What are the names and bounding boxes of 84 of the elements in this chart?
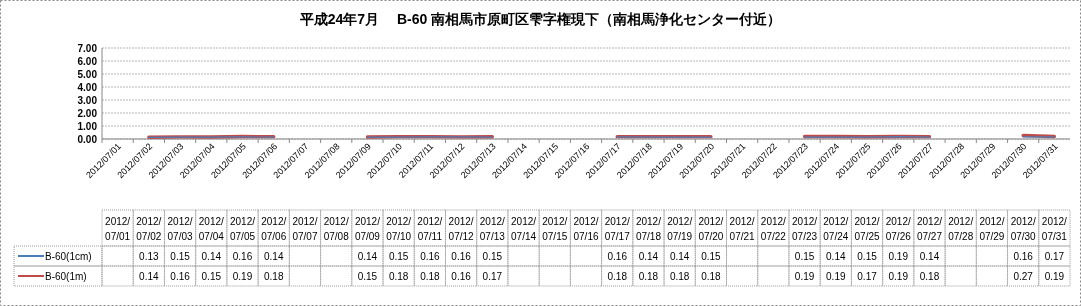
data-label: 0.14 (264, 250, 284, 262)
data-label: 0.18 (264, 270, 284, 282)
data-label: 0.15 (357, 270, 378, 282)
category-label: 2012/07/23 (792, 216, 818, 242)
data-label: 0.16 (451, 250, 472, 262)
category-label: 2012/07/03 (167, 216, 193, 242)
data-label: 0.15 (388, 250, 409, 262)
category-label: 2012/07/20 (698, 216, 724, 242)
y-tick-label: 5.00 (77, 68, 98, 80)
data-label: 0.19 (1044, 270, 1065, 282)
data-label: 0.15 (482, 250, 503, 262)
category-label: 2012/07/24 (823, 216, 849, 242)
category-label: 2012/07/26 (885, 216, 911, 242)
category-label: 2012/07/12 (448, 216, 474, 242)
data-label: 0.14 (638, 250, 659, 262)
category-label: 2012/07/05 (230, 216, 256, 242)
data-label: 0.19 (888, 250, 909, 262)
y-tick-label: 4.00 (77, 81, 98, 93)
data-label: 0.16 (607, 250, 628, 262)
data-label: 0.17 (1044, 250, 1065, 262)
data-label: 0.14 (919, 250, 940, 262)
category-label: 2012/07/19 (667, 216, 693, 242)
y-tick-label: 7.00 (77, 42, 98, 54)
y-tick-label: 1.00 (77, 120, 98, 132)
data-label: 0.16 (232, 250, 253, 262)
category-label: 2012/07/14 (511, 216, 537, 242)
data-label: 0.14 (357, 250, 378, 262)
data-label: 0.16 (1013, 250, 1034, 262)
data-label: 0.17 (857, 270, 878, 282)
data-label: 0.14 (201, 250, 222, 262)
category-label: 2012/07/07 (292, 216, 318, 242)
legend-label: B-60(1m) (45, 270, 87, 282)
data-label: 0.19 (826, 270, 846, 282)
category-label: 2012/07/25 (854, 216, 880, 242)
data-label: 0.18 (638, 270, 659, 282)
data-label: 0.16 (420, 250, 441, 262)
category-label: 2012/07/28 (948, 216, 974, 242)
category-label: 2012/07/30 (1010, 216, 1036, 242)
data-label: 0.14 (139, 270, 160, 282)
category-label: 2012/07/15 (542, 216, 568, 242)
data-label: 0.15 (201, 270, 222, 282)
data-label: 0.15 (857, 250, 878, 262)
category-label: 2012/07/29 (979, 216, 1005, 242)
category-label: 2012/07/27 (916, 216, 942, 242)
category-label: 2012/07/13 (479, 216, 505, 242)
category-label: 2012/07/31 (1041, 216, 1067, 242)
y-tick-label: 6.00 (77, 55, 98, 67)
chart-title: 平成24年7月 B-60 南相馬市原町区雫字権現下（南相馬浄化センター付近） (298, 11, 782, 27)
data-label: 0.18 (669, 270, 690, 282)
data-label: 0.18 (388, 270, 409, 282)
data-label: 0.27 (1013, 270, 1034, 282)
data-label: 0.19 (232, 270, 253, 282)
data-label: 0.14 (669, 250, 690, 262)
category-label: 2012/07/04 (198, 216, 224, 242)
data-label: 0.19 (794, 270, 815, 282)
data-label: 0.18 (919, 270, 940, 282)
category-label: 2012/07/08 (323, 216, 349, 242)
y-tick-label: 2.00 (77, 107, 98, 119)
data-label: 0.16 (170, 270, 191, 282)
data-label: 0.18 (420, 270, 441, 282)
category-label: 2012/07/21 (729, 216, 755, 242)
category-label: 2012/07/06 (261, 216, 287, 242)
data-label: 0.18 (701, 270, 722, 282)
category-label: 2012/07/16 (573, 216, 599, 242)
data-label: 0.15 (701, 250, 722, 262)
category-label: 2012/07/10 (386, 216, 412, 242)
data-label: 0.16 (451, 270, 472, 282)
data-label: 0.13 (139, 250, 160, 262)
category-label: 2012/07/17 (604, 216, 630, 242)
data-label: 0.15 (794, 250, 815, 262)
category-label: 2012/07/01 (105, 216, 131, 242)
category-label: 2012/07/09 (354, 216, 380, 242)
category-label: 2012/07/11 (417, 216, 443, 242)
data-label: 0.18 (607, 270, 628, 282)
category-label: 2012/07/22 (760, 216, 786, 242)
y-tick-label: 3.00 (77, 94, 98, 106)
legend-label: B-60(1cm) (45, 250, 92, 262)
data-label: 0.14 (826, 250, 846, 262)
data-label: 0.17 (482, 270, 503, 282)
category-label: 2012/07/02 (136, 216, 162, 242)
data-label: 0.15 (170, 250, 191, 262)
y-tick-label: 0.00 (77, 133, 98, 145)
data-label: 0.19 (888, 270, 909, 282)
category-label: 2012/07/18 (635, 216, 661, 242)
